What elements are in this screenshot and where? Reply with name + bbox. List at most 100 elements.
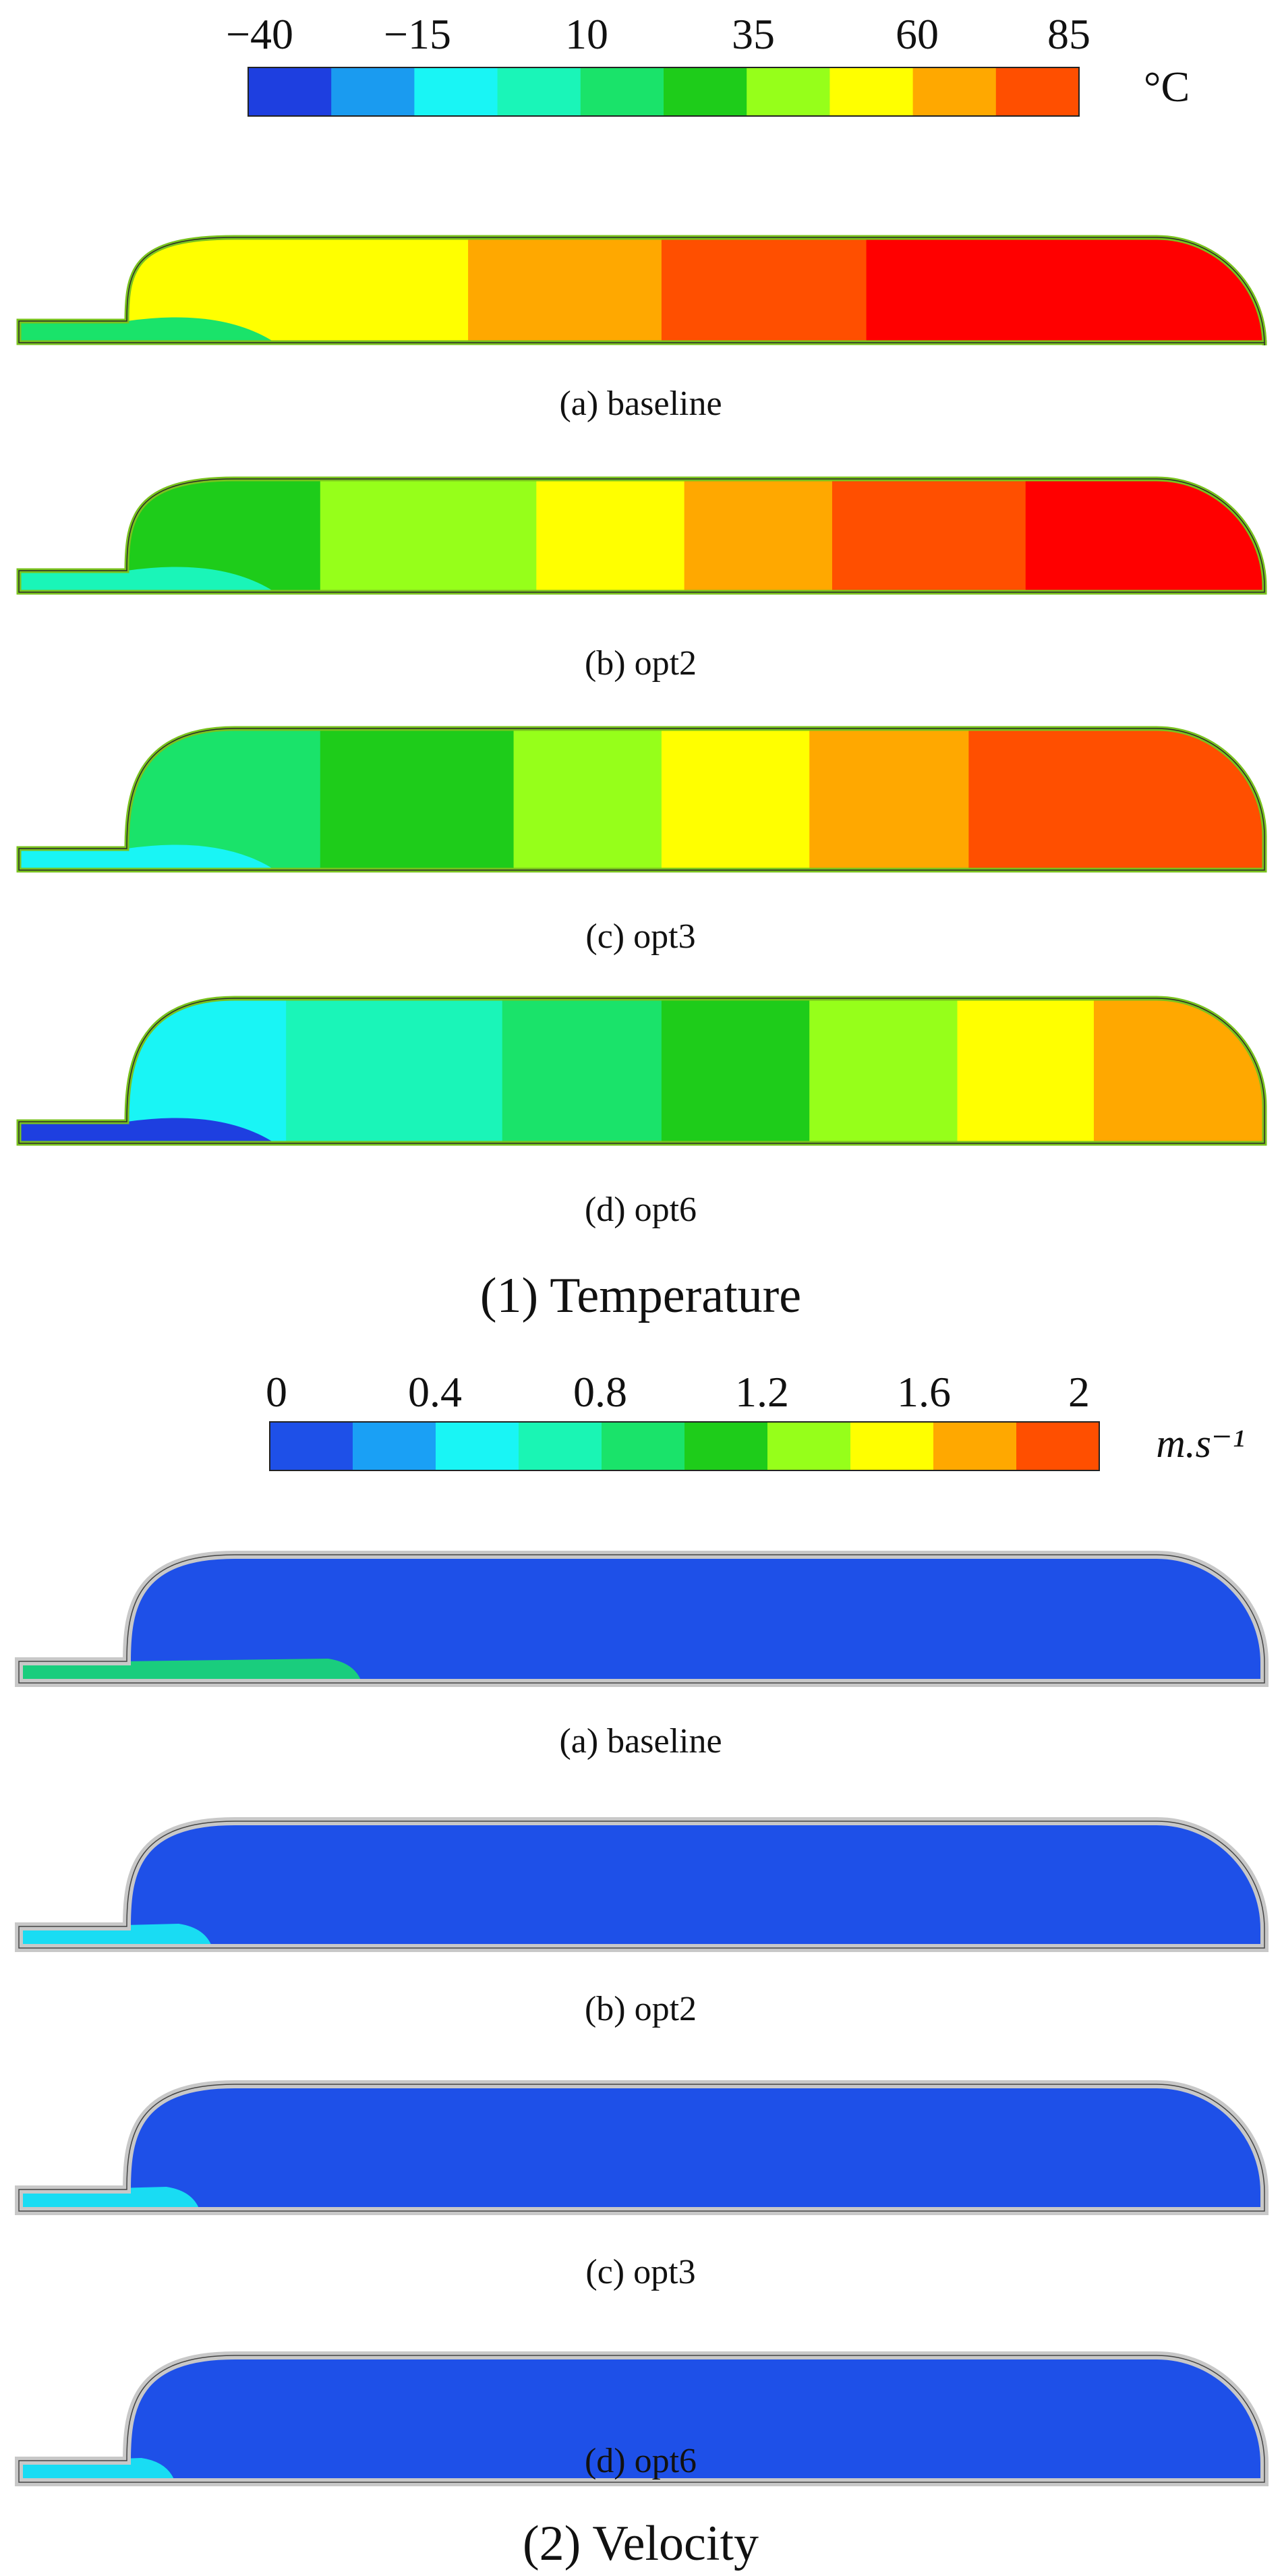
velocity-colorbar-swatch (933, 1422, 1017, 1470)
temperature-field (19, 728, 1264, 870)
velocity-colorbar-swatch (519, 1422, 602, 1470)
velocity-colorbar-swatch (1016, 1422, 1100, 1470)
velocity-panel-baseline (15, 1551, 1269, 1687)
temperature-band (513, 728, 662, 870)
temperature-inlet-plume (127, 845, 275, 870)
temperature-inlet (19, 321, 127, 343)
temperature-caption-baseline: (a) baseline (559, 384, 722, 423)
temperature-band (502, 998, 662, 1143)
velocity-field (19, 1555, 1264, 1683)
temperature-field (19, 998, 1264, 1143)
temperature-inlet (19, 571, 127, 592)
temperature-inlet-plume (127, 1118, 275, 1143)
temperature-inlet (19, 849, 127, 870)
temperature-colorbar-swatch (497, 67, 581, 116)
velocity-body (19, 2355, 1264, 2482)
velocity-tick-label: 1.2 (735, 1368, 789, 1416)
temperature-band (832, 479, 1026, 592)
velocity-colorbar-swatch (602, 1422, 685, 1470)
temperature-panel-opt2 (16, 476, 1267, 595)
velocity-caption-opt6: (d) opt6 (585, 2442, 697, 2480)
temperature-colorbar-swatch (580, 67, 664, 116)
temperature-band (320, 728, 515, 870)
temperature-colorbar-swatch (995, 67, 1080, 116)
temperature-panel-opt6 (16, 996, 1267, 1146)
vessel-outline (18, 2355, 1265, 2483)
velocity-colorbar-swatch (353, 1422, 436, 1470)
velocity-tick-label: 0.4 (408, 1368, 462, 1416)
temperature-band (1093, 998, 1264, 1143)
velocity-body (19, 2084, 1264, 2211)
velocity-field (19, 1821, 1264, 1948)
temperature-band (866, 237, 1264, 345)
temperature-legend: −40 −15 10 35 60 85 °C (226, 10, 1190, 117)
temperature-field (19, 237, 1264, 345)
velocity-panel-opt3 (15, 2080, 1269, 2215)
temperature-unit: °C (1144, 63, 1190, 111)
velocity-colorbar-swatch (270, 1422, 353, 1470)
velocity-tick-label: 1.6 (897, 1368, 951, 1416)
temperature-field (19, 479, 1264, 592)
temperature-colorbar-swatch (747, 67, 830, 116)
temperature-caption-opt3: (c) opt3 (585, 917, 695, 956)
velocity-caption-baseline: (a) baseline (559, 1722, 722, 1761)
temperature-band (661, 998, 811, 1143)
temperature-tick-label: 35 (732, 10, 775, 58)
temperature-inlet (19, 1122, 127, 1143)
temperature-band (1025, 479, 1264, 592)
temperature-band (684, 479, 833, 592)
velocity-colorbar-frame (269, 1421, 1100, 1471)
temperature-inlet-plume (127, 317, 275, 343)
temperature-colorbar (247, 67, 1080, 117)
temperature-band (809, 998, 958, 1143)
temperature-band (957, 998, 1095, 1143)
temperature-panel-baseline (16, 235, 1267, 346)
temperature-tick-label: 10 (565, 10, 608, 58)
velocity-section-title: (2) Velocity (523, 2516, 759, 2571)
temperature-tick-label: 85 (1047, 10, 1090, 58)
velocity-panel-opt2 (15, 1817, 1269, 1952)
temperature-colorbar-swatch (664, 67, 747, 116)
velocity-panel-opt6 (15, 2351, 1269, 2486)
velocity-field (19, 2355, 1264, 2482)
temperature-tick-label: 60 (896, 10, 939, 58)
vessel-outline (18, 1821, 1265, 1949)
velocity-colorbar (269, 1421, 1100, 1471)
temperature-caption-opt6: (d) opt6 (585, 1191, 697, 1229)
velocity-colorbar-swatch (850, 1422, 934, 1470)
temperature-band (286, 998, 503, 1143)
velocity-colorbar-swatch (767, 1422, 851, 1470)
temperature-tick-label: −40 (226, 10, 293, 58)
vessel-outline (18, 998, 1265, 1144)
velocity-legend: 0 0.4 0.8 1.2 1.6 2 m.s⁻¹ (266, 1368, 1245, 1471)
temperature-inlet-plume (127, 567, 275, 592)
temperature-colorbar-swatch (331, 67, 415, 116)
temperature-band (661, 728, 811, 870)
vessel-outline (18, 237, 1265, 346)
temperature-band (809, 728, 970, 870)
temperature-tick-label: −15 (384, 10, 451, 58)
vessel-outline (18, 478, 1265, 593)
temperature-band (320, 479, 537, 592)
velocity-unit: m.s⁻¹ (1156, 1421, 1244, 1466)
temperature-caption-opt2: (b) opt2 (585, 644, 697, 683)
velocity-tick-label: 0 (266, 1368, 287, 1416)
temperature-band (968, 728, 1264, 870)
temperature-section-title: (1) Temperature (480, 1268, 801, 1323)
velocity-field (19, 2084, 1264, 2211)
temperature-colorbar-swatch (829, 67, 914, 116)
temperature-band (536, 479, 685, 592)
temperature-panel-opt3 (16, 726, 1267, 873)
temperature-band (468, 237, 662, 345)
velocity-tick-label: 0.8 (573, 1368, 627, 1416)
vessel-outline (18, 2084, 1265, 2212)
temperature-colorbar-swatch (248, 67, 332, 116)
vessel-outline (18, 728, 1265, 871)
vessel-outline (18, 1554, 1265, 1684)
velocity-caption-opt2: (b) opt2 (585, 1990, 697, 2028)
velocity-tick-label: 2 (1068, 1368, 1090, 1416)
temperature-colorbar-swatch (912, 67, 997, 116)
temperature-band (661, 237, 867, 345)
velocity-colorbar-swatch (436, 1422, 519, 1470)
